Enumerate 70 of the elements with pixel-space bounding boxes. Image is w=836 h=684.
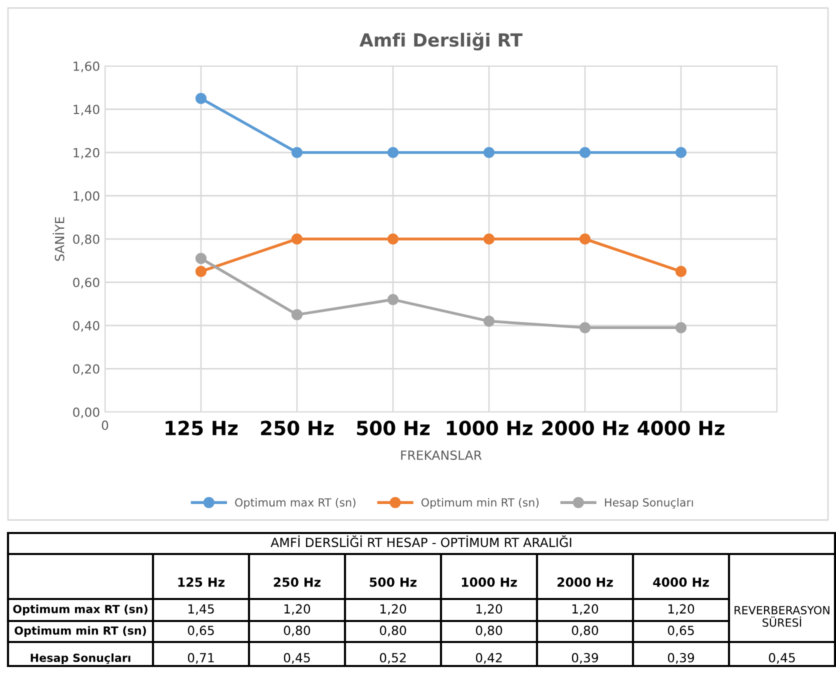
point: [387, 294, 399, 306]
data-label: 1,20: [668, 604, 694, 615]
data-label: 0,52: [380, 652, 406, 664]
point: [483, 316, 495, 327]
y-tick-label: 0,60: [73, 278, 100, 288]
legend-label: Hesap Sonuçları: [605, 498, 693, 509]
legend-label: Optimum min RT (sn): [421, 498, 539, 509]
y-tick-label: 0,00: [73, 407, 100, 418]
x-tick-label: 1000 Hz: [446, 420, 532, 436]
data-label: 0,80: [284, 626, 310, 636]
point: [675, 146, 687, 158]
point: [579, 322, 591, 334]
y-tick-label: 1,20: [74, 148, 100, 159]
x-tick-label: 250 Hz: [261, 420, 334, 436]
x-tick-label: 2000 Hz: [542, 420, 628, 436]
category-label: 500 Hz: [370, 577, 416, 587]
x-tick-label: 500 Hz: [357, 420, 430, 436]
category-label: 4000 Hz: [653, 577, 709, 587]
point: [291, 146, 303, 158]
data-label: 0,65: [188, 626, 214, 636]
point: [483, 233, 495, 245]
data-label: 0,39: [668, 652, 694, 664]
data-label: 1,20: [476, 604, 502, 615]
x-axis-title: FREKANSLAR: [401, 450, 482, 460]
point: [195, 266, 207, 277]
y-tick-label: 0,40: [73, 320, 100, 332]
category-label: 2000 Hz: [558, 577, 613, 587]
legend-label: Optimum max RT (sn): [235, 498, 356, 509]
data-label: 1,20: [284, 604, 310, 615]
data-label: 1,20: [380, 604, 406, 615]
x-tick-label: 125 Hz: [166, 420, 238, 436]
point: [195, 252, 207, 264]
text: Hesap Sonuçları: [30, 653, 130, 664]
data-label: 1,45: [188, 604, 214, 615]
y-tick-label: 1,60: [74, 61, 100, 72]
point: [291, 309, 303, 320]
data-label: 1,20: [572, 604, 598, 615]
text: REVERBERASYON SÜRESİ: [734, 606, 830, 627]
x-tick-label: 0: [102, 420, 108, 430]
y-axis-title: SANİYE: [52, 217, 64, 261]
data-label: 0,71: [188, 652, 214, 664]
text: Optimum max RT (sn): [13, 604, 148, 616]
point: [579, 233, 591, 245]
data-label: 0,80: [476, 626, 502, 636]
point: [483, 146, 495, 158]
point: [387, 146, 399, 158]
y-tick-label: 1,00: [74, 191, 100, 202]
data-label: 0,42: [476, 652, 502, 664]
point: [387, 233, 399, 245]
data-label: 0,80: [380, 626, 406, 636]
y-tick-label: 1,40: [74, 104, 100, 116]
point: [675, 266, 687, 277]
data-label: 0,45: [284, 652, 310, 664]
y-tick-label: 0,20: [73, 364, 100, 375]
text: Optimum min RT (sn): [14, 626, 146, 637]
category-label: 1000 Hz: [462, 577, 517, 587]
y-tick-label: 0,80: [73, 234, 100, 246]
text: AMFİ DERSLİĞİ RT HESAP - OPTİMUM RT ARALIĞI: [270, 535, 572, 548]
data-label: 0,65: [668, 626, 694, 636]
category-label: 125 Hz: [178, 577, 224, 587]
point: [675, 322, 687, 334]
text: 0,45: [768, 652, 795, 664]
data-label: 0,80: [572, 626, 598, 636]
x-tick-label: 4000 Hz: [638, 420, 724, 436]
point: [291, 233, 303, 245]
point: [579, 146, 591, 158]
data-label: 0,39: [572, 652, 598, 664]
chart-title: Amfi Dersliği RT: [359, 32, 522, 50]
point: [195, 92, 207, 104]
category-label: 250 Hz: [274, 577, 320, 587]
